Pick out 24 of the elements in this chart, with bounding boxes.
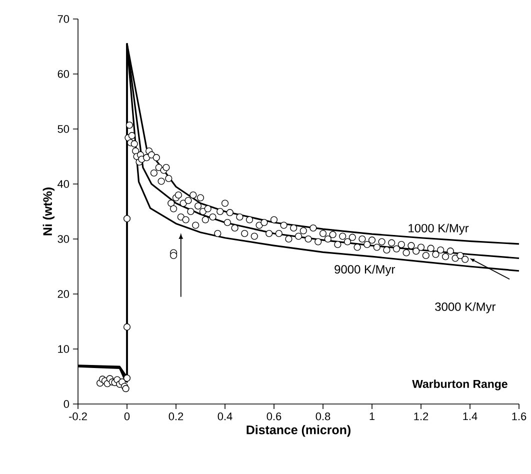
x-axis-title: Distance (micron) (246, 425, 350, 437)
y-tick-label: 70 (58, 15, 70, 23)
y-tick-label: 30 (58, 235, 70, 243)
y-tick-label: 20 (58, 290, 70, 298)
x-tick-label: 0 (124, 412, 130, 420)
annotation: 1000 K/Myr (408, 224, 469, 235)
x-tick-label: -0.2 (69, 412, 87, 420)
y-tick-label: 10 (58, 345, 70, 353)
x-tick-label: 0.4 (218, 412, 232, 420)
y-axis-title: Ni (wt%) (42, 188, 54, 236)
annotation: Warburton Range (412, 380, 508, 390)
annotation: 3000 K/Myr (435, 302, 496, 314)
annotation: 9000 K/Myr (334, 264, 396, 276)
x-tick-label: 0.6 (266, 412, 282, 420)
y-tick-label: 0 (64, 400, 70, 408)
x-tick-label: 1.2 (414, 412, 428, 420)
x-tick-label: 1 (370, 412, 375, 420)
y-tick-label: 40 (58, 180, 70, 188)
x-tick-label: 0.2 (168, 412, 184, 420)
x-tick-label: 1.4 (463, 412, 478, 420)
x-tick-label: 1.6 (512, 412, 526, 420)
y-tick-label: 60 (58, 70, 70, 78)
y-tick-label: 50 (58, 125, 70, 133)
x-tick-label: 0.8 (316, 412, 330, 420)
